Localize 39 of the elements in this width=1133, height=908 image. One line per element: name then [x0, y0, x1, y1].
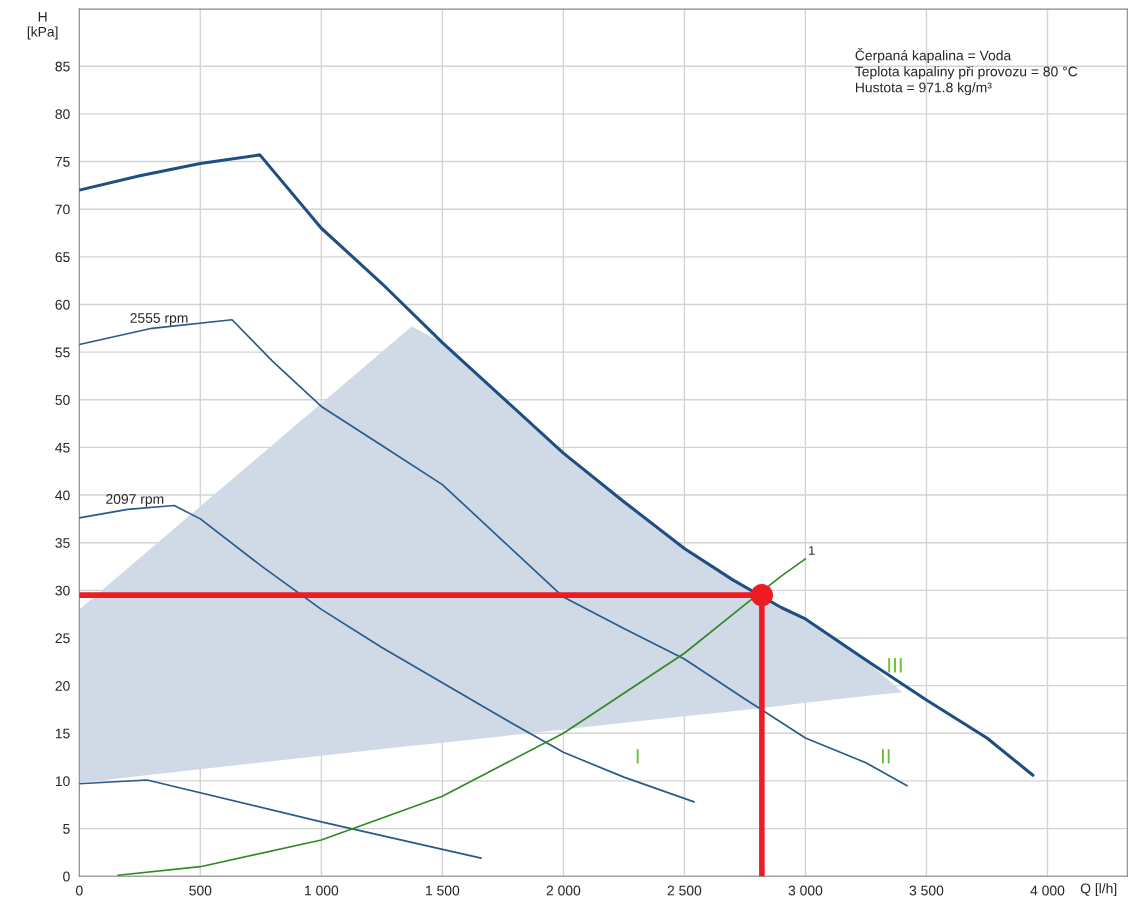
annotation: II	[881, 749, 890, 764]
y-tick-label: 75	[55, 157, 70, 167]
y-tick-label: 45	[55, 442, 70, 453]
y-tick-label: 25	[55, 633, 70, 644]
y-tick-label: 5	[63, 824, 70, 834]
y-tick-label: 20	[55, 680, 70, 691]
line-series	[79, 153, 1035, 777]
annotation: III	[888, 658, 902, 673]
x-tick-label: 3 500	[909, 885, 944, 896]
x-tick-label: 500	[189, 885, 212, 896]
series-label: 1	[809, 546, 815, 555]
y-tick-label: 80	[55, 109, 70, 120]
annotation: I	[636, 749, 639, 764]
y-tick-label: 85	[55, 61, 70, 72]
x-tick-label: 2 000	[546, 885, 581, 896]
y-tick-label: 40	[55, 490, 70, 501]
y-axis-title: H [kPa]	[27, 12, 58, 40]
line-series	[117, 558, 807, 877]
y-tick-label: 30	[55, 585, 70, 596]
y-tick-label: 15	[55, 728, 70, 739]
x-tick-label: 1 500	[426, 885, 460, 896]
x-axis-title: Q [l/h]	[1080, 883, 1117, 897]
series-label: 2555 rpm	[130, 313, 188, 326]
y-tick-label: 70	[55, 204, 70, 215]
line-series	[79, 779, 482, 859]
x-tick-label: 4 000	[1030, 885, 1065, 896]
y-tick-label: 35	[55, 538, 70, 548]
y-tick-label: 55	[55, 347, 70, 358]
x-tick-label: 3 000	[788, 885, 823, 896]
x-tick-label: 0	[75, 885, 83, 896]
series-label: 2097 rpm	[106, 494, 164, 507]
y-tick-label: 10	[55, 776, 70, 787]
y-tick-label: 0	[63, 871, 70, 882]
y-tick-label: 60	[55, 299, 70, 310]
x-tick-label: 1 000	[305, 885, 339, 896]
x-tick-label: 2 500	[667, 885, 702, 896]
y-tick-label: 65	[55, 252, 70, 262]
y-tick-label: 50	[55, 395, 70, 405]
annotation: Čerpaná kapalina = Voda Teplota kapaliny při provozu = 80 °C Hustota = 971.8 kg/m³	[855, 48, 1078, 96]
